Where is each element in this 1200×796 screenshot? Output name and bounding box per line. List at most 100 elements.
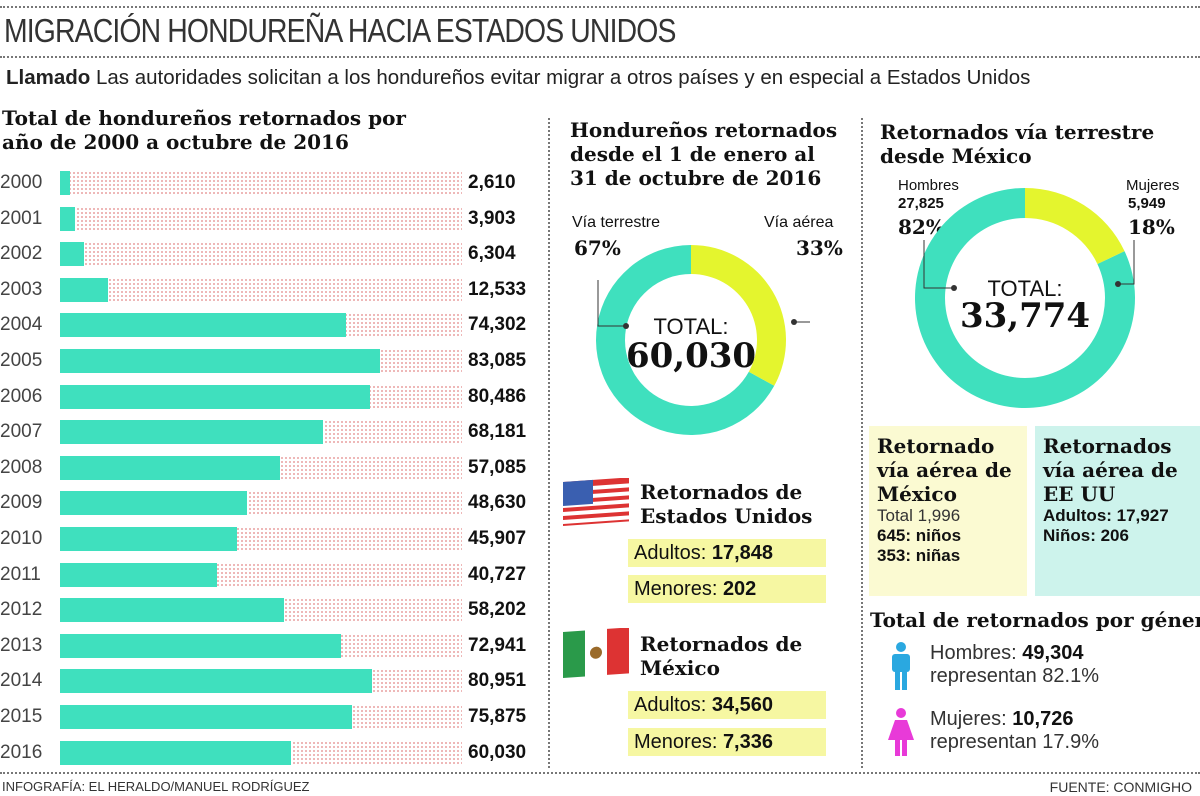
leader-dot bbox=[623, 323, 629, 329]
gender-title: Total de retornados por género bbox=[870, 608, 1200, 632]
bar-category-label: 2002 bbox=[0, 243, 43, 265]
page-title: MIGRACIÓN HONDUREÑA HACIA ESTADOS UNIDOS bbox=[4, 12, 676, 49]
donut-center-label: TOTAL: bbox=[987, 276, 1063, 301]
bar bbox=[60, 527, 237, 551]
bar-category-label: 2003 bbox=[0, 278, 43, 300]
air-mexico-girls: 353: niñas bbox=[877, 546, 961, 565]
donut-center-value: 33,774 bbox=[959, 296, 1091, 336]
slice-count: 5,949 bbox=[1128, 195, 1166, 212]
bar bbox=[60, 313, 347, 338]
bar-value-label: 45,907 bbox=[468, 528, 527, 549]
mexico-minors: Menores: 7,336 bbox=[628, 728, 826, 756]
bar-value-label: 68,181 bbox=[468, 421, 527, 443]
bar-category-label: 2012 bbox=[0, 599, 43, 621]
divider bbox=[861, 118, 863, 768]
usa-title: Retornados de Estados Unidos bbox=[640, 480, 813, 528]
bar bbox=[60, 598, 285, 623]
bar bbox=[60, 562, 217, 587]
credit: INFOGRAFÍA: EL HERALDO/MANUEL RODRÍGUEZ bbox=[2, 779, 310, 794]
slice-pct: 18% bbox=[1128, 215, 1175, 239]
bar bbox=[60, 740, 292, 765]
divider bbox=[0, 772, 1200, 774]
bar bbox=[60, 633, 341, 658]
bar bbox=[60, 491, 248, 516]
bar-category-label: 2015 bbox=[0, 706, 43, 727]
divider bbox=[0, 56, 1200, 58]
mexico-title: Retornados de México bbox=[640, 632, 803, 680]
bar bbox=[60, 420, 323, 445]
bar-value-label: 74,302 bbox=[468, 314, 527, 336]
usa-adults: Adultos: 17,848 bbox=[628, 539, 826, 567]
slice-label: Vía terrestre bbox=[572, 214, 661, 231]
donut-slice-via-terrestre bbox=[596, 245, 775, 435]
bar bbox=[60, 705, 353, 729]
bar-track bbox=[60, 277, 462, 302]
bar bbox=[60, 384, 370, 409]
bar-value-label: 2,610 bbox=[468, 172, 516, 193]
bar-category-label: 2006 bbox=[0, 385, 43, 407]
air-usa-box: Retornados vía aérea de EE UU Adultos: 1… bbox=[1035, 426, 1200, 596]
donut-center-value: 60,030 bbox=[625, 336, 757, 376]
leader-dot bbox=[1115, 281, 1121, 287]
bar-value-label: 75,875 bbox=[468, 706, 527, 727]
bar-value-label: 83,085 bbox=[468, 350, 527, 371]
donut2-title: Retornados vía terrestre desde México bbox=[880, 120, 1155, 168]
bar bbox=[60, 206, 76, 231]
bar-value-label: 40,727 bbox=[468, 563, 527, 585]
leader-line bbox=[794, 321, 810, 323]
bar-track bbox=[60, 171, 462, 195]
slice-label: Vía aérea bbox=[764, 214, 834, 231]
bar-category-label: 2014 bbox=[0, 670, 43, 692]
air-mexico-title: Retornado vía aérea de México bbox=[877, 434, 1012, 506]
lead-text: Llamado Las autoridades solicitan a los … bbox=[6, 66, 1030, 90]
leader-line bbox=[923, 240, 954, 289]
bar-category-label: 2004 bbox=[0, 314, 43, 336]
bar bbox=[60, 349, 380, 373]
bar-value-label: 12,533 bbox=[468, 278, 527, 300]
bar-track bbox=[60, 206, 462, 231]
bar-category-label: 2010 bbox=[0, 528, 43, 549]
bar-value-label: 57,085 bbox=[468, 456, 527, 478]
bar bbox=[60, 277, 109, 302]
leader-line bbox=[597, 280, 626, 327]
woman-icon bbox=[888, 708, 914, 756]
leader-dot bbox=[791, 319, 797, 325]
women-stat: Mujeres: 10,726 representan 17.9% bbox=[930, 708, 1100, 753]
men-stat: Hombres: 49,304 representan 82.1% bbox=[930, 642, 1100, 687]
mexico-adults: Adultos: 34,560 bbox=[628, 691, 826, 719]
air-usa-kids: Niños: 206 bbox=[1043, 526, 1129, 545]
bar-value-label: 48,630 bbox=[468, 492, 527, 514]
bar-category-label: 2007 bbox=[0, 421, 43, 443]
usa-minors: Menores: 202 bbox=[628, 575, 826, 603]
bar-category-label: 2001 bbox=[0, 207, 43, 229]
bar-track bbox=[60, 242, 462, 267]
slice-count: 27,825 bbox=[898, 195, 944, 212]
slice-label: Mujeres bbox=[1126, 177, 1180, 194]
leader-line bbox=[1118, 240, 1135, 285]
donut-chart-1 bbox=[596, 245, 810, 435]
bar-chart-title: Total de hondureños retornados por año d… bbox=[2, 106, 406, 154]
bar-value-label: 60,030 bbox=[468, 741, 527, 763]
slice-pct: 67% bbox=[574, 236, 621, 260]
source: FUENTE: CONMIGHO bbox=[1049, 779, 1192, 795]
bar-category-label: 2005 bbox=[0, 350, 43, 371]
divider bbox=[548, 118, 550, 768]
slice-pct: 33% bbox=[796, 236, 843, 260]
bar bbox=[60, 242, 85, 267]
bar-category-label: 2009 bbox=[0, 492, 43, 514]
man-icon bbox=[892, 642, 910, 690]
bar-category-label: 2011 bbox=[0, 563, 41, 585]
bar-category-label: 2016 bbox=[0, 741, 43, 763]
air-mexico-total: Total 1,996 bbox=[877, 506, 961, 525]
lead-bold: Llamado bbox=[6, 66, 91, 89]
mexico-flag-icon bbox=[563, 628, 629, 678]
bar bbox=[60, 455, 280, 480]
air-usa-title: Retornados vía aérea de EE UU bbox=[1043, 434, 1178, 506]
donut-slice-via-aerea bbox=[691, 245, 786, 386]
bar-category-label: 2008 bbox=[0, 456, 43, 478]
bar bbox=[60, 171, 71, 195]
bar-value-label: 58,202 bbox=[468, 599, 527, 621]
donut1-title: Hondureños retornados desde el 1 de ener… bbox=[570, 118, 838, 190]
bar-category-label: 2000 bbox=[0, 172, 43, 193]
bar bbox=[60, 669, 372, 694]
